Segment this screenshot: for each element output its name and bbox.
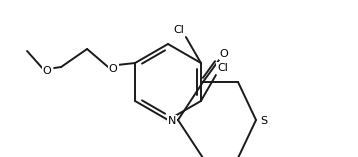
Text: N: N (168, 116, 176, 126)
Text: S: S (260, 116, 267, 126)
Text: O: O (43, 66, 52, 76)
Text: Cl: Cl (174, 25, 184, 35)
Text: O: O (109, 64, 117, 74)
Text: Cl: Cl (217, 63, 228, 73)
Text: O: O (219, 49, 228, 59)
